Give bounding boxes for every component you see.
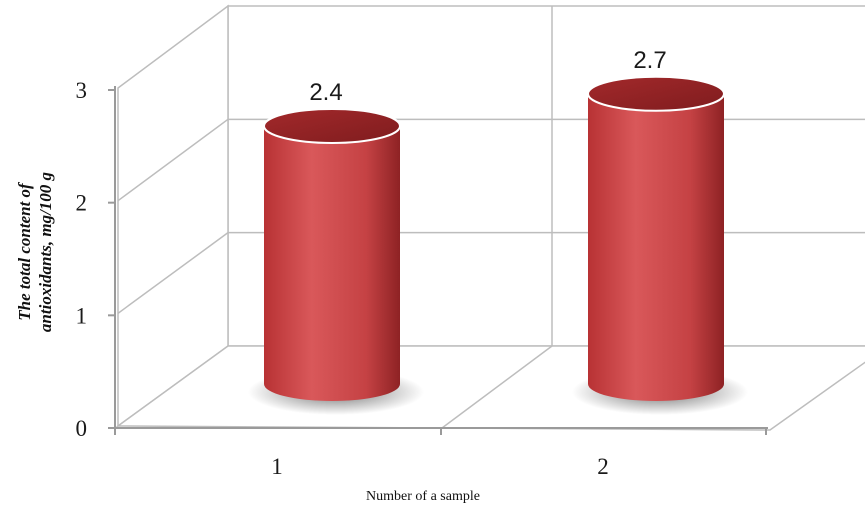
y-tick-label: 2 <box>76 191 88 216</box>
bar-body <box>264 126 400 401</box>
bar-top <box>587 75 725 112</box>
bar-top <box>263 108 401 144</box>
gridline-side <box>117 232 229 314</box>
x-tick-label: 2 <box>597 454 609 479</box>
bar-body <box>588 93 724 401</box>
y-tick-label: 0 <box>76 416 88 441</box>
x-axis-title: Number of a sample <box>366 489 480 504</box>
floor <box>115 345 865 431</box>
y-axis-title-line-2: antioxidants, mg/100 g <box>36 171 55 332</box>
gridline-side <box>117 118 229 202</box>
bars: 2.4 2.7 <box>248 47 748 415</box>
data-label: 2.4 <box>309 79 342 106</box>
data-label: 2.7 <box>633 47 666 74</box>
y-axis-title-line-1: The total content of <box>15 181 34 321</box>
x-tick-label: 1 <box>271 454 283 479</box>
y-tick-label: 3 <box>76 78 88 103</box>
bar-1: 2.4 <box>248 79 424 415</box>
y-tick-label: 1 <box>76 303 88 328</box>
y-axis: 0 1 2 3 <box>76 78 116 441</box>
bar-2: 2.7 <box>572 47 748 415</box>
y-axis-title: The total content of antioxidants, mg/10… <box>15 171 55 332</box>
chart-frame <box>115 4 865 431</box>
floor-divider <box>441 345 553 429</box>
